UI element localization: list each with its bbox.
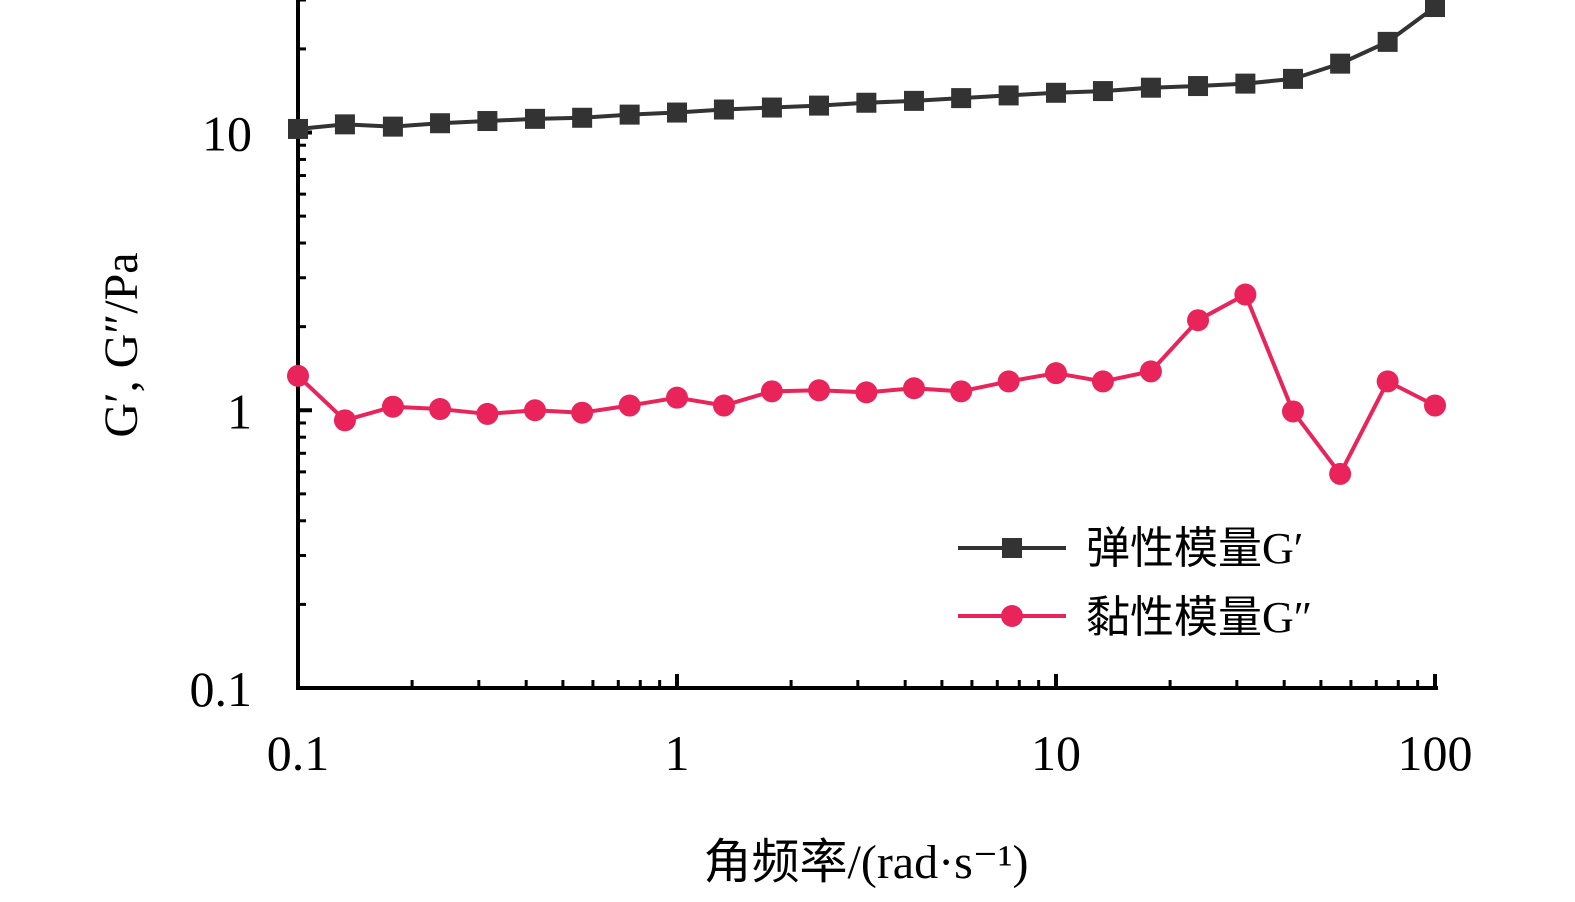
series-elastic <box>288 0 1445 139</box>
data-point-square <box>1282 68 1303 89</box>
data-point-circle <box>1045 362 1067 385</box>
data-point-square <box>713 99 734 120</box>
data-point-square <box>382 116 403 137</box>
ticks <box>296 0 1437 690</box>
data-point-square <box>1425 0 1445 18</box>
legend-item-elastic: 弹性模量G′ <box>958 524 1303 573</box>
data-point-circle <box>1281 400 1304 423</box>
data-point-square <box>619 104 640 125</box>
data-point-square <box>430 113 451 134</box>
data-point-circle <box>712 394 735 417</box>
data-point-circle <box>333 409 356 432</box>
data-point-circle <box>997 370 1020 393</box>
data-point-square <box>1092 81 1113 102</box>
data-point-square <box>1377 31 1398 52</box>
x-axis-title: 角频率/(rad·s⁻¹) <box>704 836 1029 889</box>
data-point-circle <box>1091 370 1114 393</box>
data-point-square <box>1046 82 1066 103</box>
data-point-circle <box>760 380 783 403</box>
data-point-circle <box>950 380 973 403</box>
data-point-circle <box>1376 370 1399 393</box>
data-point-square <box>477 111 498 132</box>
data-point-square <box>951 88 972 109</box>
data-point-square <box>334 114 355 135</box>
legend-label-viscous: 黏性模量G″ <box>1086 593 1312 642</box>
data-point-circle <box>287 364 309 387</box>
data-point-square <box>1330 53 1351 74</box>
legend-item-viscous: 黏性模量G″ <box>958 593 1312 642</box>
data-point-square <box>572 107 593 128</box>
legend-marker-viscous <box>1001 605 1023 627</box>
data-point-circle <box>855 381 878 404</box>
data-point-circle <box>1139 360 1162 383</box>
legend-marker-elastic <box>1002 538 1022 558</box>
y-tick-label: 0.1 <box>190 661 253 717</box>
data-point-square <box>761 97 782 118</box>
series-layer <box>287 0 1446 485</box>
data-point-circle <box>381 395 404 418</box>
data-point-square <box>856 92 877 113</box>
x-tick-label: 10 <box>1031 725 1081 781</box>
data-point-square <box>1140 77 1161 98</box>
series-viscous <box>287 283 1446 485</box>
data-point-square <box>998 85 1019 106</box>
data-point-circle <box>666 386 688 409</box>
legend: 弹性模量G′ 黏性模量G″ <box>958 524 1312 642</box>
data-point-circle <box>1329 462 1352 485</box>
data-point-circle <box>523 399 546 422</box>
data-point-square <box>1235 73 1256 94</box>
data-point-circle <box>618 394 641 417</box>
data-point-square <box>667 102 687 123</box>
data-point-square <box>809 95 830 116</box>
data-point-square <box>288 118 308 139</box>
data-point-square <box>524 108 545 129</box>
data-point-circle <box>1424 394 1446 417</box>
data-point-circle <box>571 401 594 424</box>
legend-label-elastic: 弹性模量G′ <box>1086 524 1303 573</box>
axes <box>296 0 1438 690</box>
x-tick-label: 100 <box>1398 725 1473 781</box>
tick-labels: 0.1 1 10 100 0.1 1 10 <box>190 106 1473 781</box>
x-tick-label: 0.1 <box>267 725 330 781</box>
data-point-circle <box>476 402 499 425</box>
y-axis-title: G′, G″/Pa <box>95 252 148 437</box>
y-tick-label: 1 <box>227 383 252 439</box>
x-tick-label: 1 <box>665 725 690 781</box>
data-point-circle <box>902 377 925 400</box>
data-point-circle <box>1234 283 1257 306</box>
data-point-square <box>1188 76 1209 97</box>
data-point-circle <box>1187 309 1210 332</box>
data-point-circle <box>808 379 831 402</box>
data-point-square <box>903 90 924 111</box>
y-tick-label: 10 <box>202 106 252 162</box>
data-point-circle <box>429 398 452 421</box>
